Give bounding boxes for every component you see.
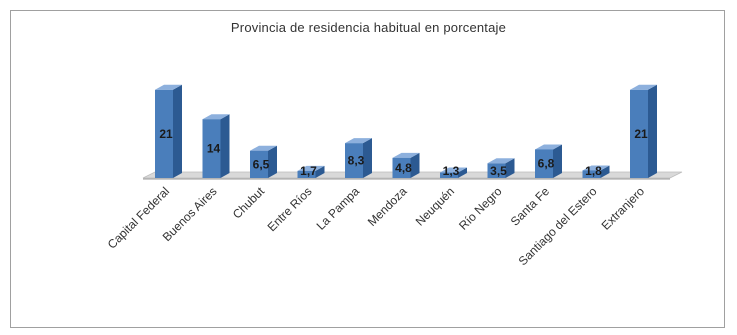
bar-side-6 (458, 167, 467, 178)
category-label-8: Santa Fe (508, 184, 553, 229)
category-label-7: Río Negro (456, 184, 505, 233)
bar-top-6 (440, 167, 467, 173)
category-label-3: Entre Ríos (265, 184, 315, 234)
bar-top-7 (487, 158, 515, 164)
value-label-8: 6,8 (538, 157, 555, 171)
chart-title: Provincia de residencia habitual en porc… (230, 20, 507, 35)
bar-3 (297, 170, 316, 178)
category-label-9: Santiago del Estero (516, 184, 600, 268)
bar-1 (202, 119, 221, 178)
category-label-2: Chubut (230, 184, 268, 222)
value-label-0: 21 (159, 127, 173, 141)
value-label-4: 8,3 (348, 154, 365, 168)
bar-side-4 (363, 138, 372, 178)
value-label-6: 1,3 (443, 164, 460, 178)
bar-9 (582, 170, 601, 178)
bar-side-0 (173, 84, 182, 178)
bar-top-2 (250, 145, 277, 151)
bar-side-10 (648, 84, 657, 178)
bar-side-5 (410, 152, 420, 178)
bar-6 (440, 172, 458, 178)
category-label-4: La Pampa (314, 184, 363, 233)
bar-side-7 (505, 158, 515, 178)
bar-5 (392, 157, 411, 178)
bar-top-5 (392, 152, 420, 158)
value-label-10: 21 (634, 127, 648, 141)
bar-top-0 (155, 84, 182, 90)
bar-2 (250, 150, 268, 178)
value-label-1: 14 (207, 142, 221, 156)
bar-top-8 (535, 144, 562, 150)
bar-top-9 (582, 165, 610, 171)
bar-top-1 (202, 114, 230, 120)
value-label-3: 1,7 (300, 164, 317, 178)
value-label-5: 4,8 (395, 161, 412, 175)
bar-top-3 (297, 165, 325, 171)
value-label-9: 1,8 (585, 164, 602, 178)
bar-8 (535, 149, 553, 178)
bar-top-10 (630, 84, 657, 90)
category-label-10: Extranjero (599, 184, 648, 233)
bar-0 (155, 89, 173, 178)
bar-side-8 (553, 144, 562, 178)
bar-10 (630, 89, 648, 178)
bar-side-1 (220, 114, 230, 178)
category-label-5: Mendoza (365, 184, 410, 229)
bar-4 (345, 143, 363, 178)
bar-top-4 (345, 138, 372, 144)
value-label-2: 6,5 (253, 157, 270, 171)
bar-7 (487, 163, 506, 178)
value-label-7: 3,5 (490, 164, 507, 178)
bar-side-3 (315, 165, 325, 178)
bar-side-9 (600, 165, 610, 178)
bar-side-2 (268, 145, 277, 178)
category-label-6: Neuquén (413, 184, 457, 228)
category-label-0: Capital Federal (105, 184, 172, 251)
